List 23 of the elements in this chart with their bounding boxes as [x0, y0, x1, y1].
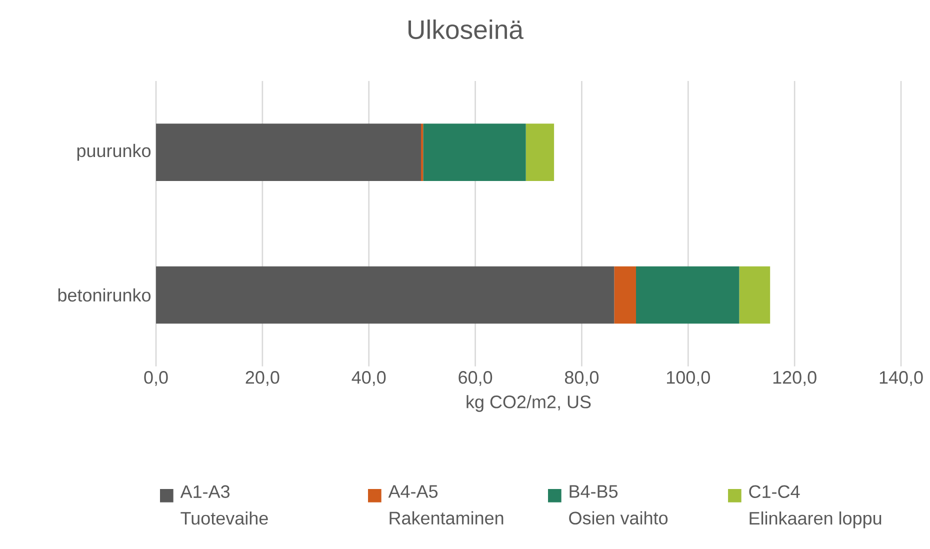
legend-label: A1-A3 Tuotevaihe	[180, 485, 268, 525]
y-tick-label: puurunko	[77, 144, 151, 161]
x-tick-label: 140,0	[880, 371, 923, 386]
legend-label: C1-C4 Elinkaaren loppu	[749, 485, 882, 528]
x-tick-label: 60,0	[458, 371, 492, 386]
chart-title: Ulkoseinä	[408, 20, 524, 40]
x-tick-label: 40,0	[352, 371, 386, 386]
x-tick-label: 0,0	[144, 371, 168, 386]
x-tick-label: 120,0	[773, 371, 816, 386]
x-tick-label: 100,0	[667, 371, 710, 386]
bar	[423, 124, 526, 181]
bar	[526, 124, 554, 181]
bar	[156, 266, 614, 324]
y-tick-label: betonirunko	[58, 288, 151, 302]
bar	[156, 124, 422, 181]
bar	[636, 266, 740, 324]
legend-label: A4-A5 Rakentaminen	[388, 485, 504, 524]
legend-label: B4-B5 Osien vaihto	[569, 485, 668, 524]
bar	[739, 266, 770, 324]
bar	[614, 266, 636, 324]
x-tick-label: 80,0	[564, 371, 599, 386]
x-tick-label: 20,0	[246, 371, 280, 386]
x-axis-title: kg CO2/m2, US	[466, 395, 591, 412]
